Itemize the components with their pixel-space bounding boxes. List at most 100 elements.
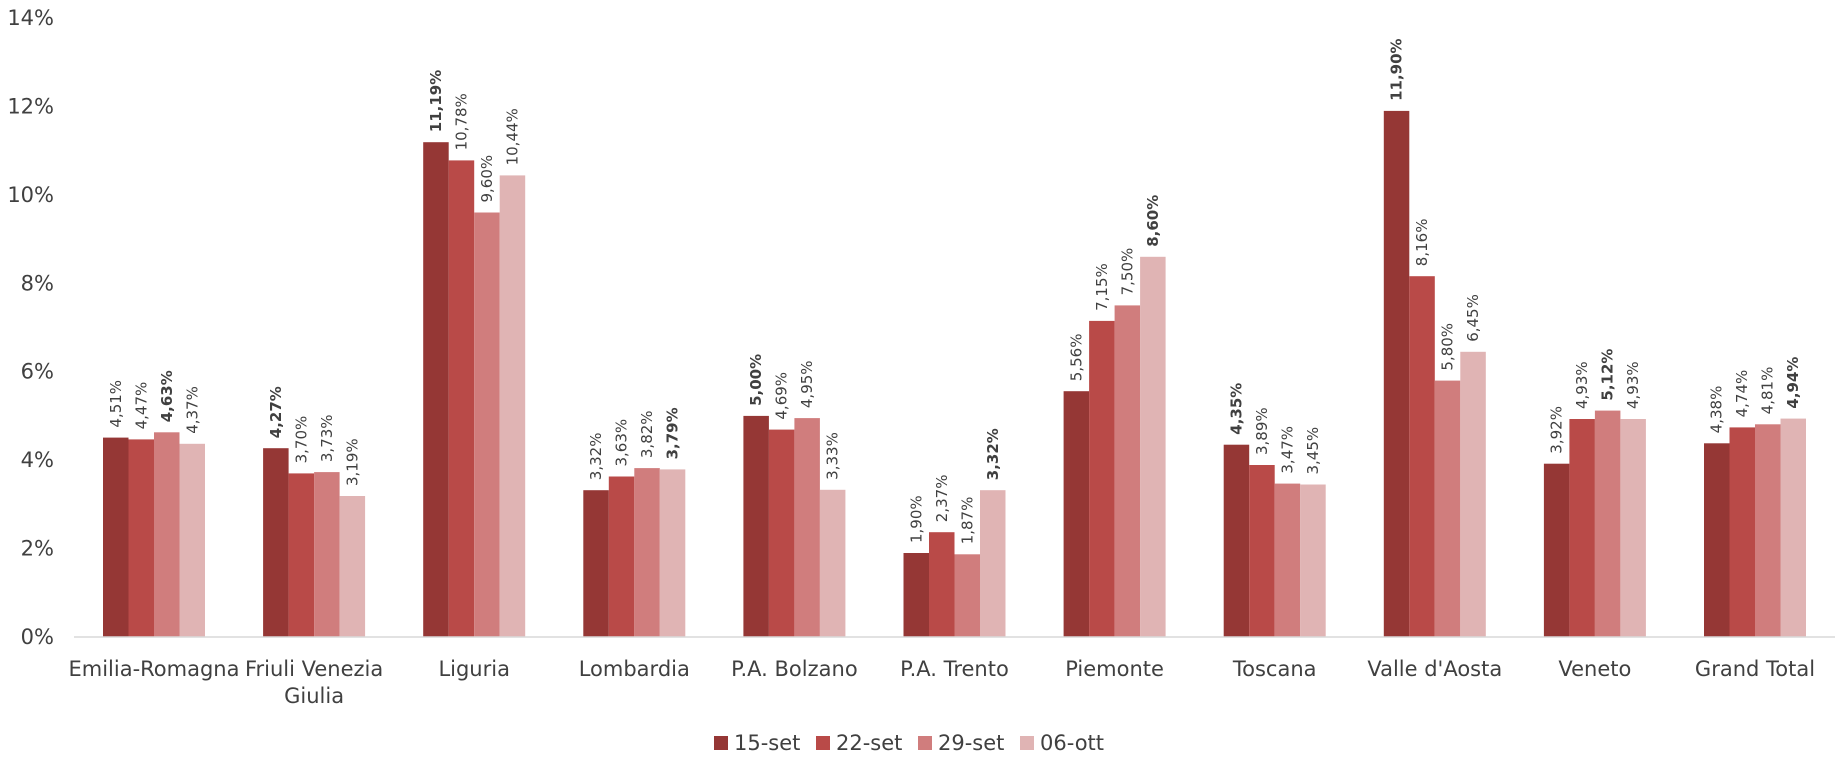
bar (903, 553, 929, 637)
legend-label: 22-set (836, 731, 902, 755)
data-label: 9,60% (478, 155, 496, 203)
data-label: 3,70% (292, 416, 310, 464)
data-label: 10,44% (504, 108, 522, 165)
data-label: 10,78% (453, 93, 471, 150)
y-tick-label: 4% (21, 448, 54, 472)
bar (743, 415, 769, 637)
data-label: 6,45% (1464, 294, 1482, 342)
bar (954, 554, 980, 637)
bar (128, 439, 154, 637)
data-label: 5,12% (1599, 349, 1617, 401)
x-tick-label: Grand Total (1695, 657, 1815, 681)
bar (794, 418, 820, 637)
bar (1274, 483, 1301, 637)
data-label: 5,56% (1067, 334, 1085, 382)
bar (1223, 444, 1250, 637)
data-label: 4,95% (798, 360, 816, 408)
bar (659, 469, 686, 637)
y-axis: 0% 2% 4% 6% 8% 10% 12% 14% (7, 6, 54, 649)
x-tick-label: Giulia (284, 684, 344, 708)
data-label: 3,45% (1304, 427, 1322, 475)
bar (474, 212, 500, 637)
bar (263, 448, 289, 637)
data-label: 4,35% (1227, 383, 1245, 435)
x-tick-label: Toscana (1232, 657, 1317, 681)
legend-label: 06-ott (1040, 731, 1104, 755)
bar (1704, 443, 1730, 637)
x-tick-label: Lombardia (579, 657, 690, 681)
legend-swatch (1020, 736, 1034, 750)
data-label: 5,80% (1439, 323, 1457, 371)
data-label: 3,89% (1253, 407, 1271, 455)
data-label: 5,00% (747, 354, 765, 406)
data-label: 3,73% (318, 414, 336, 462)
legend-label: 29-set (938, 731, 1004, 755)
bar (154, 432, 180, 637)
legend-swatch (816, 736, 830, 750)
x-tick-label: Valle d'Aosta (1367, 657, 1502, 681)
data-label: 3,63% (613, 419, 631, 467)
y-tick-label: 14% (7, 6, 54, 30)
bar (1620, 419, 1646, 637)
y-tick-label: 12% (7, 94, 54, 118)
bar (448, 160, 475, 637)
data-label: 2,37% (933, 475, 951, 523)
y-tick-label: 8% (21, 271, 54, 295)
data-label: 8,60% (1144, 195, 1162, 247)
bar (499, 175, 526, 637)
bar (608, 476, 635, 637)
data-label: 4,27% (267, 386, 285, 438)
bar (179, 443, 205, 637)
data-label: 1,90% (907, 495, 925, 543)
data-label: 4,38% (1708, 386, 1726, 434)
bar (1063, 391, 1090, 637)
bar (288, 473, 315, 637)
bar (1249, 465, 1275, 637)
bar (1300, 484, 1326, 637)
legend-swatch (714, 736, 728, 750)
legend-label: 15-set (734, 731, 800, 755)
bar (1569, 419, 1595, 637)
bar (583, 490, 609, 637)
data-label: 11,19% (427, 70, 445, 132)
x-axis: Emilia-Romagna Friuli Venezia Giulia Liguri… (68, 657, 1815, 708)
data-label: 7,15% (1093, 263, 1111, 311)
x-tick-label: Emilia-Romagna (68, 657, 239, 681)
data-label: 4,74% (1733, 370, 1751, 418)
x-tick-label: Liguria (438, 657, 510, 681)
bar (423, 142, 449, 637)
data-label: 8,16% (1413, 219, 1431, 267)
legend-swatch (918, 736, 932, 750)
data-label: 4,69% (773, 372, 791, 420)
x-tick-label: Veneto (1558, 657, 1631, 681)
x-tick-label: P.A. Bolzano (731, 657, 858, 681)
bar (1089, 320, 1115, 637)
data-label: 3,79% (664, 407, 682, 459)
data-label: 4,63% (158, 370, 176, 422)
bar (929, 532, 955, 637)
data-label: 1,87% (958, 497, 976, 545)
bar (314, 472, 340, 637)
bar (1755, 424, 1781, 637)
bar (1114, 305, 1141, 637)
bar (1409, 276, 1435, 637)
y-tick-label: 10% (7, 183, 54, 207)
bar (980, 490, 1006, 637)
bar (1594, 410, 1621, 637)
data-label: 3,33% (824, 432, 842, 480)
bar (768, 429, 795, 637)
bar (339, 496, 366, 637)
data-label: 3,47% (1278, 426, 1296, 474)
y-tick-label: 2% (21, 537, 54, 561)
bar (1434, 380, 1461, 637)
data-label: 4,37% (183, 386, 201, 434)
bars-group (103, 110, 1806, 637)
data-label: 7,50% (1118, 248, 1136, 296)
bar (1140, 256, 1166, 637)
y-tick-label: 6% (21, 360, 54, 384)
bar (819, 489, 846, 637)
data-label: 3,19% (343, 438, 361, 486)
y-tick-label: 0% (21, 625, 54, 649)
